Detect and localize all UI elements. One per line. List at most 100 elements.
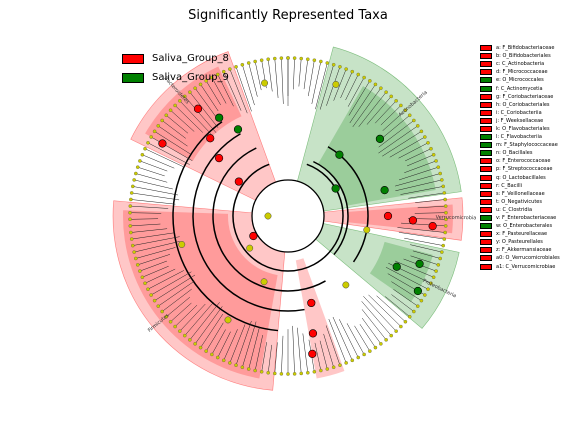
leaf-branch xyxy=(137,166,165,177)
leaf-node xyxy=(442,237,447,241)
leaf-node xyxy=(429,146,433,151)
taxa-legend-label: i: C_Coriobacteriia xyxy=(496,109,542,116)
leaf-branch xyxy=(395,173,441,187)
taxa-legend-swatch xyxy=(480,85,492,92)
taxa-legend-entry: e: O_Micrococcales xyxy=(480,76,560,84)
leaf-node xyxy=(319,59,323,64)
leaf-branch xyxy=(139,260,168,272)
leaf-node xyxy=(129,197,133,202)
taxa-legend-swatch xyxy=(480,125,492,132)
taxa-legend-entry: p: F_Streptococcaceae xyxy=(480,165,560,173)
leaf-node xyxy=(442,191,447,195)
leaf-node xyxy=(436,263,441,267)
taxa-legend-label: n: O_Bacillales xyxy=(496,150,533,157)
leaf-node xyxy=(156,304,161,308)
leaf-node xyxy=(210,75,214,80)
taxa-legend-entry: i: C_Coriobacteriia xyxy=(480,109,560,117)
leaf-branch xyxy=(223,71,242,111)
leaf-branch xyxy=(404,160,437,173)
leaf-node xyxy=(221,358,226,363)
leaf-branch xyxy=(205,80,221,106)
leaf-branch xyxy=(297,327,302,374)
leaf-node xyxy=(149,293,153,297)
leaf-branch xyxy=(328,318,347,363)
leaf-node xyxy=(331,62,336,67)
leaf-branch xyxy=(131,192,180,201)
tree-level-arc xyxy=(232,163,344,272)
leaf-node xyxy=(152,129,157,134)
leaf-node xyxy=(399,324,403,329)
leaf-node xyxy=(362,75,366,80)
leaf-node xyxy=(423,135,427,139)
leaf-branch xyxy=(345,74,359,101)
leaf-node xyxy=(299,371,303,376)
leaf-branch xyxy=(293,58,295,90)
leaf-node xyxy=(266,57,270,61)
taxa-legend-label: u: C_Clostridia xyxy=(496,206,533,213)
taxa-legend-swatch xyxy=(480,93,492,100)
leaf-node xyxy=(160,309,164,314)
leaf-node xyxy=(131,243,135,248)
leaf-branch xyxy=(170,302,192,322)
leaf-node xyxy=(279,372,284,376)
leaf-node xyxy=(188,90,192,94)
leaf-node xyxy=(259,58,264,62)
leaf-node xyxy=(234,65,238,69)
leaf-branch xyxy=(134,179,173,190)
leaf-branch xyxy=(298,58,302,87)
taxa-legend-entry: r: C_Bacilli xyxy=(480,182,560,190)
taxa-legend-entry: q: O_Lactobacillales xyxy=(480,174,560,182)
leaf-node xyxy=(146,141,150,145)
leaf-node xyxy=(379,342,383,346)
taxa-legend-label: x: F_Pasteurellaceae xyxy=(496,231,548,238)
leaf-node xyxy=(178,99,182,103)
leaf-branch xyxy=(242,64,255,106)
leaf-node xyxy=(440,178,444,182)
leaf-branch xyxy=(137,254,171,266)
leaf-branch xyxy=(189,302,220,340)
taxa-legend-entry: b: O_Bifidobacteriales xyxy=(480,52,560,60)
leaf-node xyxy=(415,124,420,128)
taxa-legend-swatch xyxy=(480,142,492,149)
leaf-node xyxy=(198,345,203,350)
biomarker-node xyxy=(233,125,243,134)
leaf-node xyxy=(423,293,427,297)
leaf-branch xyxy=(130,199,176,205)
leaf-branch xyxy=(194,88,219,120)
leaf-branch xyxy=(340,71,353,99)
leaf-node xyxy=(384,90,388,94)
leaf-branch xyxy=(161,288,192,312)
leaf-node xyxy=(443,230,447,235)
taxa-legend-swatch xyxy=(480,206,492,213)
clade-shade-inner xyxy=(123,210,278,379)
leaf-branch xyxy=(189,92,219,128)
leaf-branch xyxy=(378,120,415,148)
leaf-branch xyxy=(184,301,214,336)
clade-shade-inner xyxy=(347,204,454,234)
taxa-legend-swatch xyxy=(480,101,492,108)
leaf-branch xyxy=(405,148,432,162)
leaf-branch xyxy=(135,247,176,259)
taxa-legend-entry: w: O_Enterobacterales xyxy=(480,222,560,230)
leaf-branch xyxy=(319,64,334,110)
leaf-branch xyxy=(229,69,248,114)
leaf-branch xyxy=(267,59,273,92)
leaf-branch xyxy=(235,66,252,112)
leaf-branch xyxy=(242,321,257,368)
leaf-branch xyxy=(308,60,315,97)
taxa-legend-swatch xyxy=(480,247,492,254)
clade-node xyxy=(261,79,269,87)
leaf-node xyxy=(193,86,197,90)
taxa-legend-entry: u: C_Clostridia xyxy=(480,206,560,214)
leaf-branch xyxy=(154,274,196,301)
leaf-node xyxy=(362,352,366,357)
leaf-branch xyxy=(397,227,446,233)
leaf-node xyxy=(344,361,348,365)
leaf-node xyxy=(215,355,220,360)
leaf-node xyxy=(286,372,290,376)
taxa-legend-label: p: F_Streptococcaceae xyxy=(496,166,553,173)
leaf-branch xyxy=(382,110,406,131)
leaf-node xyxy=(373,345,378,350)
taxa-legend-label: e: O_Micrococcales xyxy=(496,77,544,84)
